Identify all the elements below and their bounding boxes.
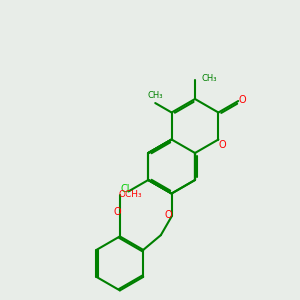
Text: O: O xyxy=(164,210,172,220)
Text: CH₃: CH₃ xyxy=(148,91,163,100)
Text: O: O xyxy=(239,94,247,104)
Text: OCH₃: OCH₃ xyxy=(118,190,142,199)
Text: Cl: Cl xyxy=(121,184,130,194)
Text: CH₃: CH₃ xyxy=(202,74,217,83)
Text: O: O xyxy=(114,207,121,217)
Text: O: O xyxy=(218,140,226,150)
